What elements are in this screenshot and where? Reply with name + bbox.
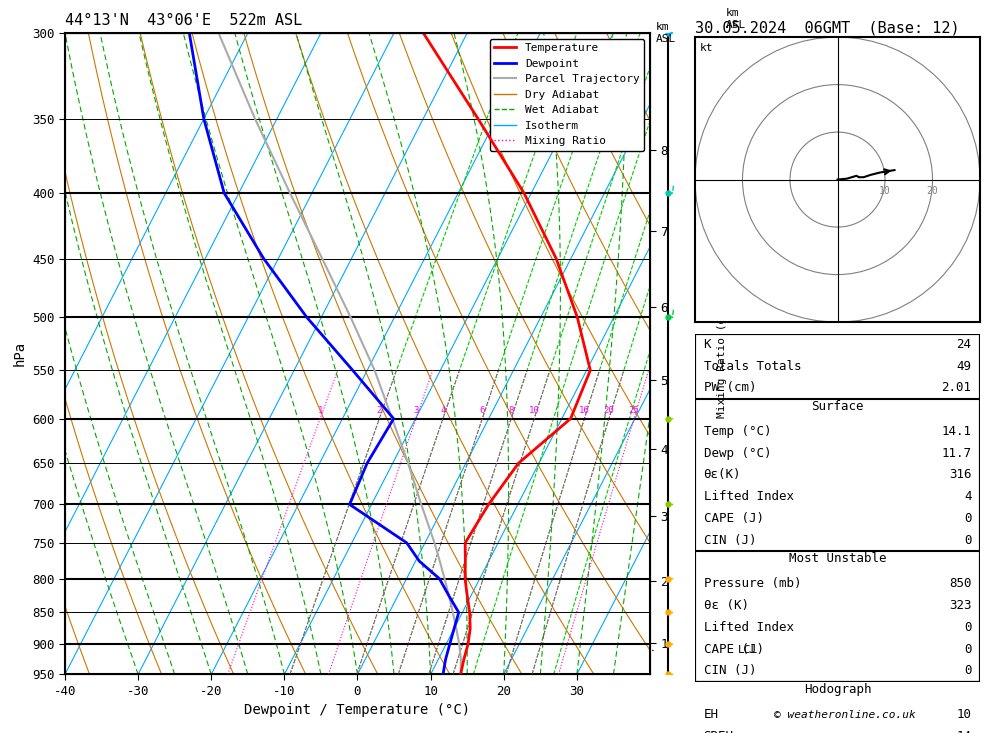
- Text: EH: EH: [704, 708, 719, 721]
- Text: 323: 323: [949, 599, 971, 612]
- Text: SREH: SREH: [704, 729, 734, 733]
- Text: CIN (J): CIN (J): [704, 664, 756, 677]
- Text: 20: 20: [927, 186, 938, 196]
- Text: 11.7: 11.7: [941, 446, 971, 460]
- Text: CAPE (J): CAPE (J): [704, 643, 764, 655]
- Text: CIN (J): CIN (J): [704, 534, 756, 547]
- Text: 1: 1: [317, 407, 323, 416]
- Text: Surface: Surface: [811, 400, 864, 413]
- Text: 44°13'N  43°06'E  522m ASL: 44°13'N 43°06'E 522m ASL: [65, 12, 302, 28]
- Text: θε(K): θε(K): [704, 468, 741, 482]
- Text: 316: 316: [949, 468, 971, 482]
- Text: 49: 49: [956, 360, 971, 372]
- Text: km
ASL: km ASL: [726, 8, 746, 30]
- Text: 0: 0: [964, 534, 971, 547]
- Text: © weatheronline.co.uk: © weatheronline.co.uk: [774, 710, 916, 720]
- Y-axis label: Mixing Ratio (g/kg): Mixing Ratio (g/kg): [717, 290, 727, 418]
- Text: PW (cm): PW (cm): [704, 381, 756, 394]
- Text: 3: 3: [413, 407, 419, 416]
- Text: 2: 2: [377, 407, 382, 416]
- Y-axis label: hPa: hPa: [13, 341, 27, 366]
- Text: 16: 16: [579, 407, 590, 416]
- Text: 4: 4: [440, 407, 446, 416]
- Text: 14: 14: [956, 729, 971, 733]
- Text: θε (K): θε (K): [704, 599, 749, 612]
- Text: LCL: LCL: [738, 646, 758, 655]
- Text: 10: 10: [879, 186, 891, 196]
- Text: 4: 4: [964, 490, 971, 504]
- Text: 0: 0: [964, 643, 971, 655]
- Text: 20: 20: [604, 407, 614, 416]
- Text: Most Unstable: Most Unstable: [789, 552, 886, 565]
- Text: 14.1: 14.1: [941, 425, 971, 438]
- Text: Lifted Index: Lifted Index: [704, 490, 794, 504]
- Text: 6: 6: [480, 407, 485, 416]
- Text: 25: 25: [629, 407, 639, 416]
- Text: K: K: [704, 338, 711, 351]
- Text: km
ASL: km ASL: [656, 22, 676, 43]
- Text: 2.01: 2.01: [941, 381, 971, 394]
- Text: 8: 8: [508, 407, 514, 416]
- Text: 24: 24: [956, 338, 971, 351]
- Text: 0: 0: [964, 512, 971, 525]
- Text: Totals Totals: Totals Totals: [704, 360, 801, 372]
- Text: 10: 10: [529, 407, 540, 416]
- Text: 0: 0: [964, 664, 971, 677]
- Text: Temp (°C): Temp (°C): [704, 425, 771, 438]
- Text: kt: kt: [700, 43, 713, 54]
- Text: Dewp (°C): Dewp (°C): [704, 446, 771, 460]
- Text: 10: 10: [956, 708, 971, 721]
- X-axis label: Dewpoint / Temperature (°C): Dewpoint / Temperature (°C): [244, 704, 471, 718]
- Text: CAPE (J): CAPE (J): [704, 512, 764, 525]
- Text: Lifted Index: Lifted Index: [704, 621, 794, 634]
- Text: 30.05.2024  06GMT  (Base: 12): 30.05.2024 06GMT (Base: 12): [695, 21, 960, 35]
- Legend: Temperature, Dewpoint, Parcel Trajectory, Dry Adiabat, Wet Adiabat, Isotherm, Mi: Temperature, Dewpoint, Parcel Trajectory…: [490, 39, 644, 151]
- Text: Hodograph: Hodograph: [804, 683, 871, 696]
- Text: Pressure (mb): Pressure (mb): [704, 578, 801, 590]
- Text: 850: 850: [949, 578, 971, 590]
- Text: 0: 0: [964, 621, 971, 634]
